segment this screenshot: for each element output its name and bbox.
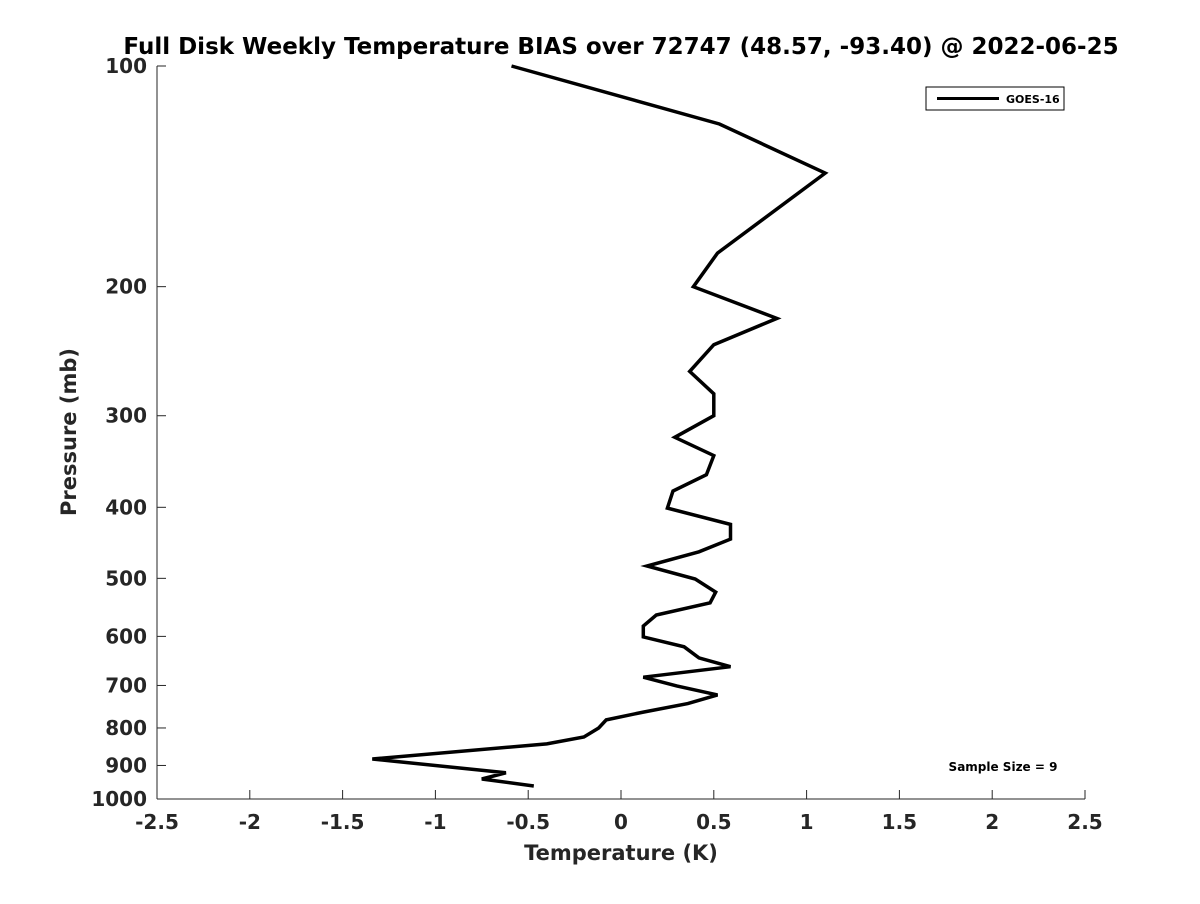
x-tick-label: 2 (985, 810, 999, 834)
series-line-goes-16 (372, 64, 829, 788)
y-tick-label: 900 (105, 753, 147, 777)
x-ticks: -2.5 -2 -1.5 -1 -0.5 0 0.5 1 1.5 2 2.5 (135, 790, 1103, 834)
y-tick-label: 800 (105, 716, 147, 740)
x-tick-label: -1.5 (321, 810, 365, 834)
y-tick-label: 600 (105, 624, 147, 648)
sample-size-annotation: Sample Size = 9 (949, 760, 1058, 774)
legend-label-goes-16: GOES-16 (1006, 93, 1060, 106)
y-tick-label: 1000 (91, 787, 147, 811)
y-tick-label: 700 (105, 673, 147, 697)
x-tick-label: -2.5 (135, 810, 179, 834)
legend: GOES-16 (925, 86, 1065, 111)
x-axis-label: Temperature (K) (524, 841, 718, 865)
y-tick-label: 200 (105, 275, 147, 299)
x-tick-label: 1.5 (882, 810, 917, 834)
x-tick-label: -1 (424, 810, 446, 834)
y-axis-label: Pressure (mb) (57, 348, 81, 516)
x-tick-label: 2.5 (1067, 810, 1102, 834)
y-tick-label: 100 (105, 54, 147, 78)
x-tick-label: 1 (800, 810, 814, 834)
x-tick-label: -2 (239, 810, 261, 834)
x-tick-label: 0.5 (696, 810, 731, 834)
chart-title: Full Disk Weekly Temperature BIAS over 7… (123, 34, 1118, 60)
y-tick-label: 400 (105, 495, 147, 519)
x-tick-label: -0.5 (506, 810, 550, 834)
axes (156, 66, 1085, 800)
y-tick-label: 500 (105, 566, 147, 590)
x-tick-label: 0 (614, 810, 628, 834)
y-ticks: 100 200 300 400 500 600 700 800 900 1000 (91, 54, 166, 811)
y-tick-label: 300 (105, 404, 147, 428)
